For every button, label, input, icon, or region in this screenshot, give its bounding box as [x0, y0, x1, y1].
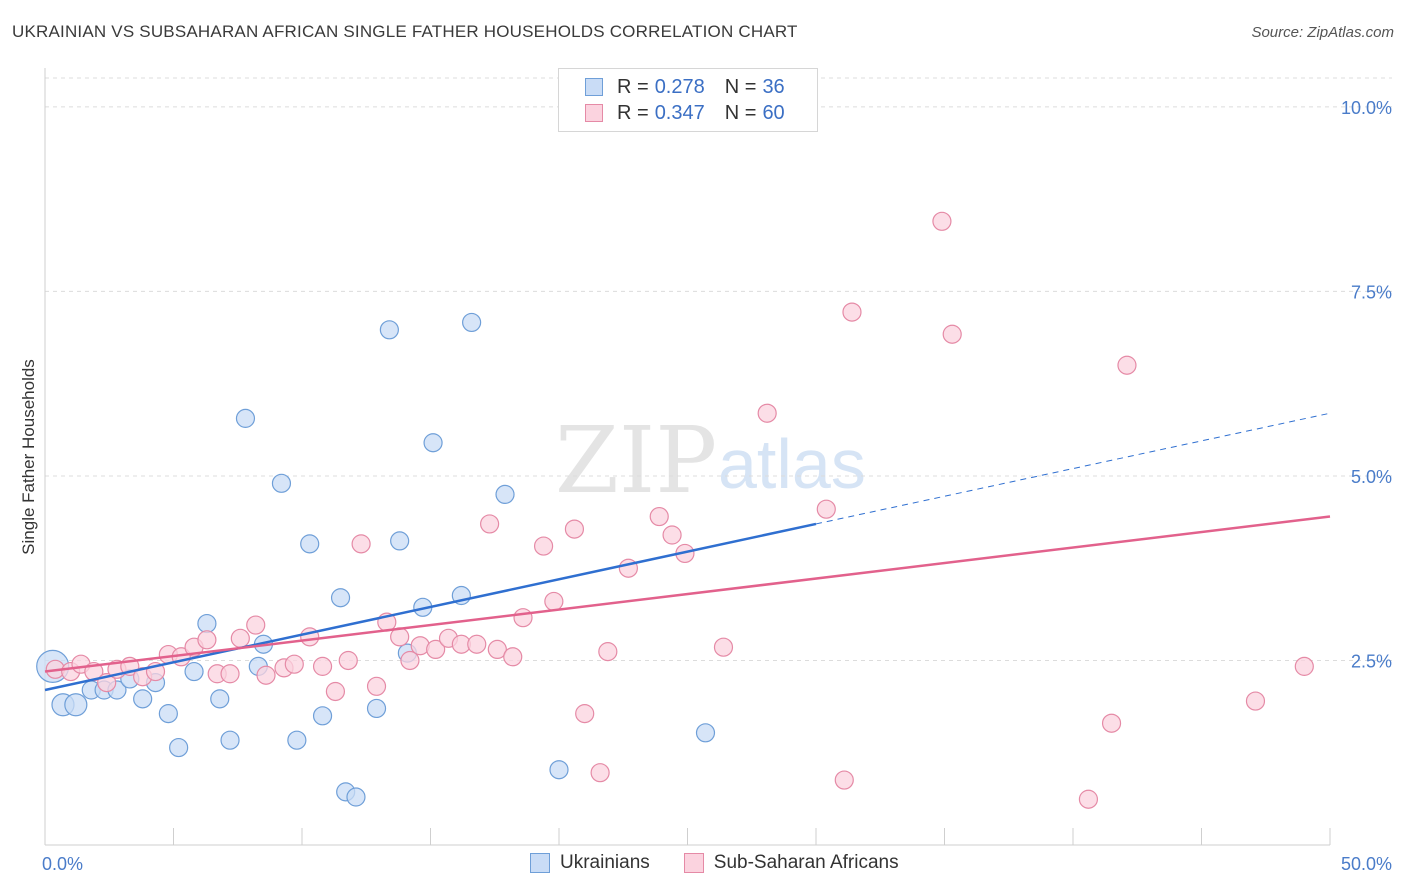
point-ukrainians [366, 698, 387, 719]
point-ukrainians [287, 730, 307, 750]
series-legend: Ukrainians Sub-Saharan Africans [530, 852, 933, 874]
point-subsaharan [284, 654, 304, 674]
legend-swatch-subsaharan [683, 853, 704, 873]
point-subsaharan [1117, 355, 1137, 375]
legend-label-subsaharan: Sub-Saharan Africans [713, 852, 899, 873]
point-subsaharan [1245, 691, 1266, 711]
legend-item-ukrainians: Ukrainians [530, 852, 650, 874]
point-subsaharan [1101, 713, 1122, 733]
point-ukrainians [549, 760, 569, 780]
x-tick-label-max: 50.0% [1341, 854, 1392, 874]
legend-r-value-ukrainians: 0.278 [654, 75, 705, 98]
point-ukrainians [235, 408, 256, 428]
source-label: Source: ZipAtlas.com [1251, 24, 1394, 41]
point-ukrainians [271, 473, 292, 493]
point-subsaharan [842, 302, 862, 322]
point-ukrainians [158, 704, 178, 724]
point-subsaharan [325, 681, 346, 702]
point-subsaharan [230, 628, 250, 648]
point-subsaharan [816, 499, 836, 519]
legend-item-subsaharan: Sub-Saharan Africans [683, 852, 899, 874]
legend-n-value-subsaharan: 60 [762, 101, 785, 124]
y-tick-label: 5.0% [1351, 467, 1392, 487]
point-ukrainians [64, 693, 88, 717]
point-subsaharan [426, 639, 446, 660]
trendline-ukrainians-extension [815, 412, 1331, 525]
point-ukrainians [197, 613, 217, 634]
point-subsaharan [662, 525, 682, 545]
legend-swatch-ukrainians [585, 78, 603, 96]
point-subsaharan [256, 665, 276, 685]
point-subsaharan [598, 642, 618, 662]
point-subsaharan [564, 519, 585, 539]
trendline-ukrainians [44, 522, 817, 692]
point-subsaharan [649, 506, 669, 527]
legend-swatch-ukrainians [530, 853, 550, 873]
point-subsaharan [467, 634, 487, 654]
point-subsaharan [1294, 656, 1314, 676]
legend-r-label: R = [617, 101, 649, 124]
point-subsaharan [487, 639, 507, 660]
point-subsaharan [757, 403, 777, 423]
point-subsaharan [1078, 789, 1099, 809]
y-axis-title: Single Father Households [19, 359, 38, 555]
legend-row-ukrainians: R = 0.278 N = 36 [585, 74, 785, 100]
point-subsaharan [713, 637, 734, 657]
point-ukrainians [300, 534, 320, 554]
point-ukrainians [346, 787, 366, 807]
legend-swatch-subsaharan [585, 104, 603, 122]
point-ukrainians [220, 730, 240, 750]
point-subsaharan [366, 676, 387, 696]
point-ukrainians [462, 312, 482, 333]
trendline-subsaharan [44, 515, 1331, 673]
point-subsaharan [575, 704, 595, 724]
point-ukrainians [169, 737, 189, 758]
point-ukrainians [210, 689, 230, 709]
correlation-legend: R = 0.278 N = 36 R = 0.347 N = 60 [558, 68, 818, 132]
point-subsaharan [312, 656, 333, 676]
y-tick-label: 2.5% [1351, 651, 1392, 671]
legend-r-label: R = [617, 75, 649, 98]
point-ukrainians [695, 723, 716, 743]
point-subsaharan [932, 211, 952, 231]
point-subsaharan [834, 770, 854, 790]
x-tick-label-min: 0.0% [42, 854, 83, 874]
watermark-zip: ZIP [555, 407, 717, 514]
point-subsaharan [246, 615, 266, 635]
legend-row-subsaharan: R = 0.347 N = 60 [585, 100, 785, 126]
y-tick-label: 10.0% [1341, 98, 1392, 118]
point-subsaharan [590, 763, 610, 783]
point-ukrainians [390, 531, 410, 551]
point-ukrainians [330, 588, 351, 608]
point-ukrainians [312, 706, 333, 726]
point-subsaharan [197, 630, 217, 650]
point-ukrainians [184, 661, 204, 682]
chart-title: UKRAINIAN VS SUBSAHARAN AFRICAN SINGLE F… [12, 22, 798, 41]
point-ukrainians [133, 689, 153, 709]
legend-label-ukrainians: Ukrainians [560, 852, 650, 873]
legend-n-label: N = [724, 101, 757, 124]
y-tick-label: 7.5% [1351, 282, 1392, 302]
watermark-atlas: atlas [718, 425, 866, 503]
point-subsaharan [533, 536, 554, 556]
point-subsaharan [513, 608, 533, 628]
point-subsaharan [338, 650, 358, 671]
point-subsaharan [480, 514, 500, 534]
point-ukrainians [423, 433, 443, 453]
point-subsaharan [400, 650, 420, 671]
point-subsaharan [503, 647, 523, 667]
legend-n-label: N = [724, 75, 757, 98]
point-subsaharan [351, 534, 371, 554]
point-subsaharan [942, 324, 962, 344]
legend-n-value-ukrainians: 36 [762, 75, 785, 98]
point-ukrainians [495, 484, 515, 505]
point-subsaharan [220, 664, 240, 684]
legend-r-value-subsaharan: 0.347 [654, 101, 705, 124]
point-ukrainians [379, 320, 399, 340]
point-subsaharan [544, 591, 564, 612]
